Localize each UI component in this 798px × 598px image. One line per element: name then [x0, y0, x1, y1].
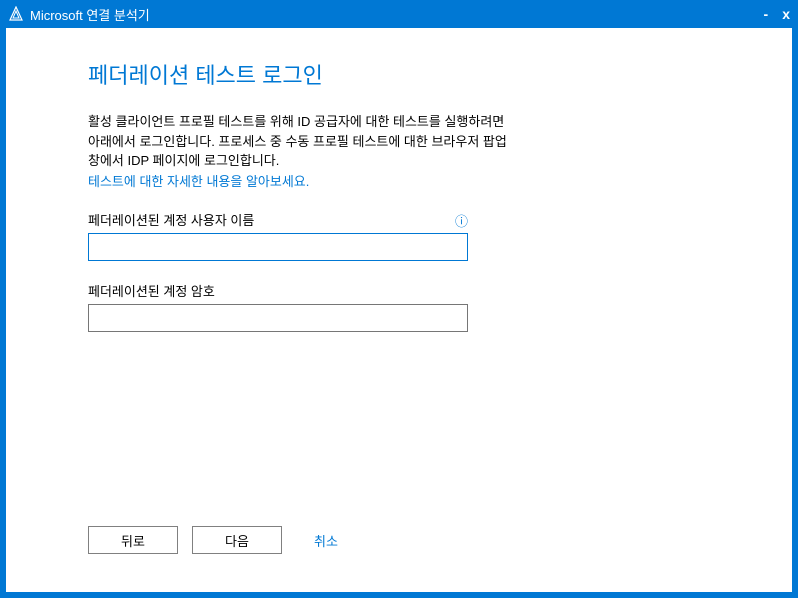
page-title: 페더레이션 테스트 로그인	[88, 58, 722, 90]
button-row: 뒤로 다음 취소	[88, 526, 338, 554]
description-line: 아래에서 로그인합니다. 프로세스 중 수동 프로필 테스트에 대한 브라우저 …	[88, 132, 508, 152]
back-button[interactable]: 뒤로	[88, 526, 178, 554]
username-input[interactable]	[88, 233, 468, 261]
username-label: 페더레이션된 계정 사용자 이름	[88, 210, 254, 229]
close-button[interactable]: x	[782, 6, 790, 22]
description-line: 창에서 IDP 페이지에 로그인합니다.	[88, 151, 508, 171]
password-input[interactable]	[88, 304, 468, 332]
application-window: Microsoft 연결 분석기 - x 페더레이션 테스트 로그인 활성 클라…	[0, 0, 798, 598]
password-label: 페더레이션된 계정 암호	[88, 281, 722, 300]
learn-more-link[interactable]: 테스트에 대한 자세한 내용을 알아보세요.	[88, 171, 722, 190]
description-text: 활성 클라이언트 프로필 테스트를 위해 ID 공급자에 대한 테스트를 실행하…	[88, 112, 508, 171]
app-icon	[8, 6, 24, 22]
window-title: Microsoft 연결 분석기	[30, 5, 764, 24]
username-label-row: 페더레이션된 계정 사용자 이름 ⓘ	[88, 210, 468, 233]
next-button[interactable]: 다음	[192, 526, 282, 554]
username-group: 페더레이션된 계정 사용자 이름 ⓘ	[88, 210, 722, 261]
password-group: 페더레이션된 계정 암호	[88, 281, 722, 332]
info-icon[interactable]: ⓘ	[455, 211, 468, 230]
description-line: 활성 클라이언트 프로필 테스트를 위해 ID 공급자에 대한 테스트를 실행하…	[88, 112, 508, 132]
titlebar: Microsoft 연결 분석기 - x	[0, 0, 798, 28]
cancel-link[interactable]: 취소	[314, 531, 338, 550]
content-area: 페더레이션 테스트 로그인 활성 클라이언트 프로필 테스트를 위해 ID 공급…	[6, 28, 792, 592]
minimize-button[interactable]: -	[764, 6, 769, 22]
window-controls: - x	[764, 6, 790, 22]
